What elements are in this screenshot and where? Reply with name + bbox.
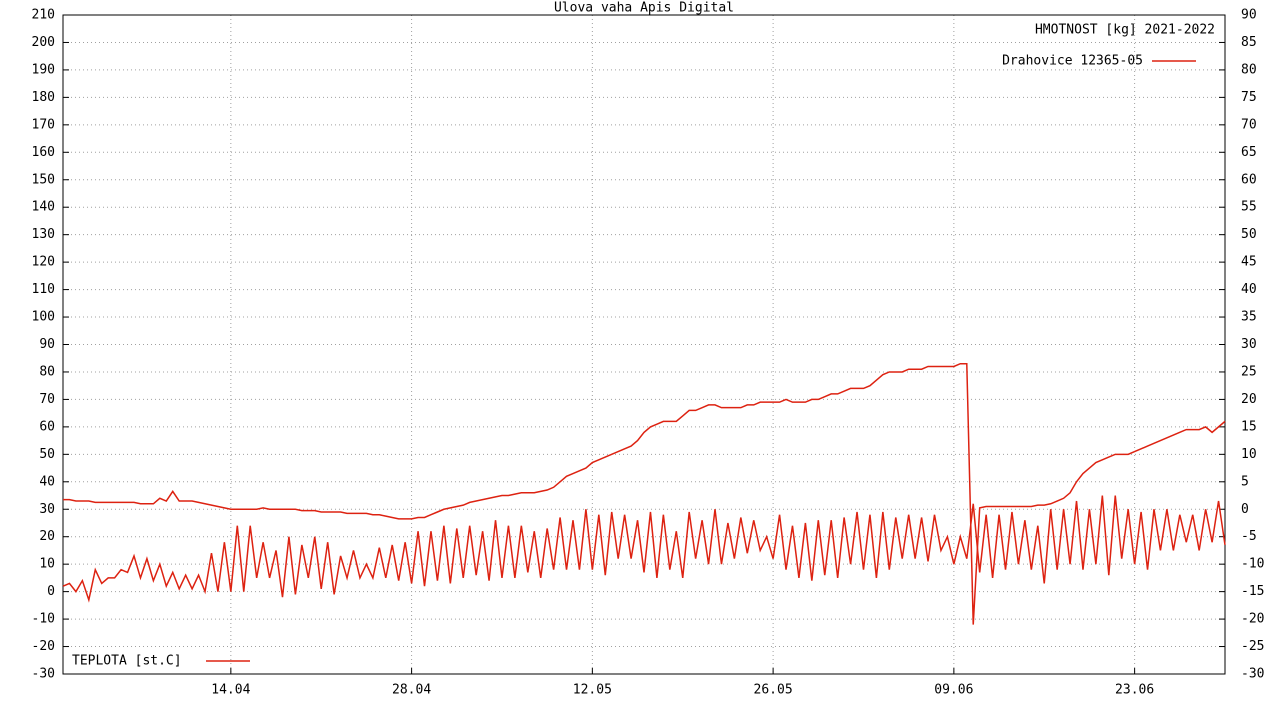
y2-tick-label: 30 [1241,337,1257,352]
y2-tick-label: 90 [1241,8,1257,23]
x-tick-label: 14.04 [211,683,250,698]
y-tick-label: 120 [32,255,55,270]
y2-tick-label: 25 [1241,364,1257,379]
y-tick-label: 10 [39,557,55,572]
annotation: HMOTNOST [kg] 2021-2022 [1035,23,1215,38]
y2-tick-label: 10 [1241,447,1257,462]
y-tick-label: 110 [32,282,55,297]
y2-tick-label: 65 [1241,145,1257,160]
x-tick-label: 26.05 [754,683,793,698]
x-tick-label: 28.04 [392,683,431,698]
y-tick-label: -30 [32,667,55,682]
y2-tick-label: -20 [1241,612,1264,627]
y-tick-label: 30 [39,502,55,517]
x-tick-label: 23.06 [1115,683,1154,698]
y2-tick-label: 50 [1241,227,1257,242]
plot-frame [62,14,1226,675]
y-tick-label: 190 [32,62,55,77]
y2-tick-label: 35 [1241,310,1257,325]
y2-tick-label: -10 [1241,557,1264,572]
legend-label: Drahovice 12365-05 [1002,54,1143,69]
y2-tick-label: 5 [1241,474,1249,489]
x-tick-label: 09.06 [934,683,973,698]
y-tick-label: 210 [32,8,55,23]
y2-tick-label: 85 [1241,35,1257,50]
y2-tick-label: 70 [1241,117,1257,132]
y-tick-label: -10 [32,612,55,627]
y-tick-label: 200 [32,35,55,50]
y-tick-label: 60 [39,419,55,434]
series-line [63,362,1226,625]
y-tick-label: 160 [32,145,55,160]
chart-title: Ulova vaha Apis Digital [554,1,734,16]
y-tick-label: 70 [39,392,55,407]
y2-tick-label: -30 [1241,667,1264,682]
y-tick-label: 50 [39,447,55,462]
y2-tick-label: 75 [1241,90,1257,105]
y2-tick-label: -5 [1241,529,1257,544]
y2-tick-label: 40 [1241,282,1257,297]
y-tick-label: 80 [39,364,55,379]
y2-tick-label: -25 [1241,639,1264,654]
y-tick-label: -20 [32,639,55,654]
y-tick-label: 130 [32,227,55,242]
y2-tick-label: 0 [1241,502,1249,517]
y-tick-label: 40 [39,474,55,489]
y2-tick-label: 15 [1241,419,1257,434]
y2-tick-label: 20 [1241,392,1257,407]
y-tick-label: 90 [39,337,55,352]
y2-tick-label: 45 [1241,255,1257,270]
y-tick-label: 170 [32,117,55,132]
legend-label: TEPLOTA [st.C] [72,654,182,669]
y2-tick-label: 60 [1241,172,1257,187]
y-tick-label: 100 [32,310,55,325]
y-tick-label: 180 [32,90,55,105]
y2-tick-label: 55 [1241,200,1257,215]
y-tick-label: 0 [47,584,55,599]
y-tick-label: 20 [39,529,55,544]
series-line [62,495,1226,603]
y-tick-label: 140 [32,200,55,215]
y2-tick-label: -15 [1241,584,1264,599]
x-tick-label: 12.05 [573,683,612,698]
y2-tick-label: 80 [1241,62,1257,77]
y-tick-label: 150 [32,172,55,187]
